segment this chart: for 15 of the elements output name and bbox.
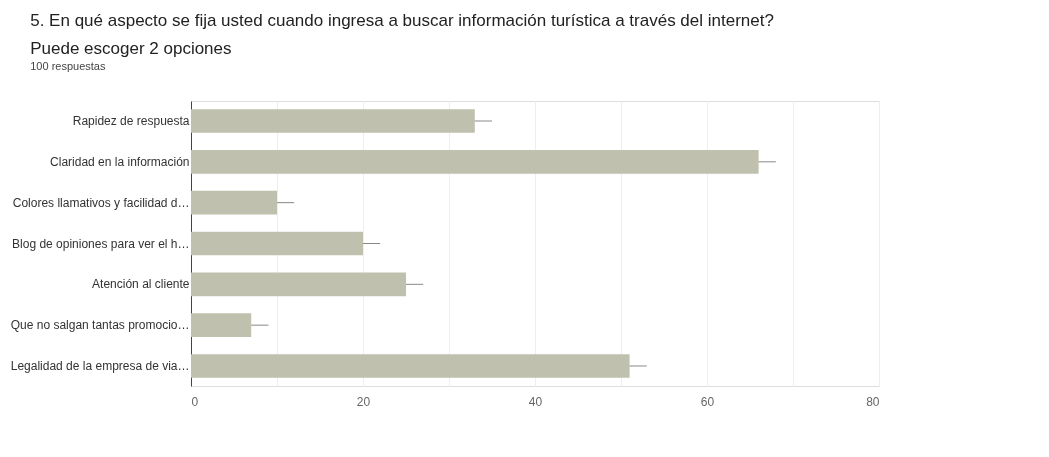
y-tick-label: Claridad en la información [50, 154, 190, 169]
x-tick-label: 40 [528, 394, 543, 409]
text: 5. En qué aspecto se fija usted cuando ingresa a buscar información turística a través del internet? [30, 11, 774, 30]
text: Puede escoger 2 opciones [30, 39, 232, 58]
text: 100 respuestas [30, 60, 106, 72]
y-tick-label: Colores llamativos y facilidad d… [12, 195, 190, 210]
x-tick-label: 60 [700, 394, 715, 409]
y-tick-label: Legalidad de la empresa de via… [10, 358, 190, 373]
y-tick-label: Blog de opiniones para ver el h… [12, 236, 190, 251]
x-tick-label: 0 [191, 394, 199, 409]
y-tick-label: Atención al cliente [92, 277, 190, 292]
y-tick-label: Rapidez de respuesta [72, 114, 190, 129]
y-tick-label: Que no salgan tantas promocio… [10, 318, 190, 333]
x-tick-label: 80 [866, 394, 880, 409]
x-tick-label: 20 [356, 394, 371, 409]
